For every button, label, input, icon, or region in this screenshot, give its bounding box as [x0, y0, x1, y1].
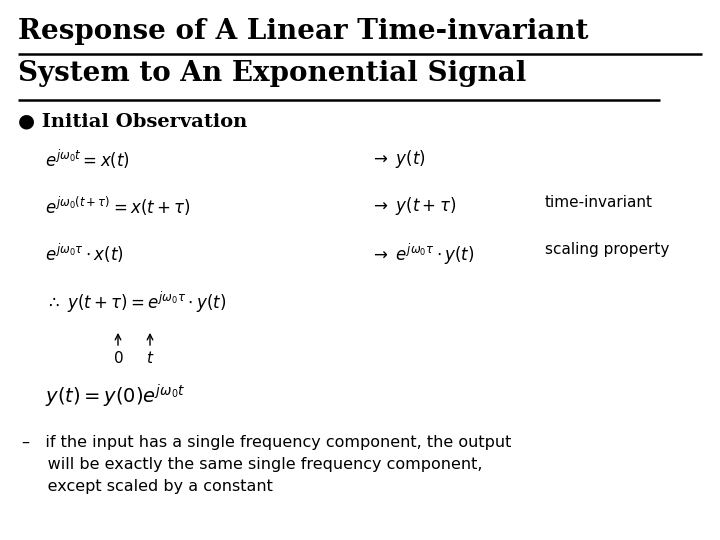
- Text: $e^{j\omega_0\tau} \cdot x(t)$: $e^{j\omega_0\tau} \cdot x(t)$: [45, 242, 124, 265]
- Text: $e^{j\omega_0 t} = x(t)$: $e^{j\omega_0 t} = x(t)$: [45, 148, 130, 171]
- Text: $\rightarrow \ e^{j\omega_0\tau} \cdot y(t)$: $\rightarrow \ e^{j\omega_0\tau} \cdot y…: [370, 242, 474, 267]
- Text: $y(t) = y(0)e^{j\omega_0 t}$: $y(t) = y(0)e^{j\omega_0 t}$: [45, 383, 185, 410]
- Text: System to An Exponential Signal: System to An Exponential Signal: [18, 60, 526, 87]
- Text: $\rightarrow \ y(t+\tau)$: $\rightarrow \ y(t+\tau)$: [370, 195, 456, 217]
- Text: will be exactly the same single frequency component,: will be exactly the same single frequenc…: [22, 457, 482, 472]
- Text: $t$: $t$: [145, 350, 154, 366]
- Text: time-invariant: time-invariant: [545, 195, 653, 210]
- Text: ● Initial Observation: ● Initial Observation: [18, 112, 247, 130]
- Text: Response of A Linear Time-invariant: Response of A Linear Time-invariant: [18, 18, 588, 45]
- Text: $0$: $0$: [113, 350, 123, 366]
- Text: $\rightarrow \ y(t)$: $\rightarrow \ y(t)$: [370, 148, 426, 170]
- Text: scaling property: scaling property: [545, 242, 670, 257]
- Text: –   if the input has a single frequency component, the output: – if the input has a single frequency co…: [22, 435, 511, 450]
- Text: $e^{j\omega_0(t+\tau)} = x(t+\tau)$: $e^{j\omega_0(t+\tau)} = x(t+\tau)$: [45, 195, 191, 218]
- Text: except scaled by a constant: except scaled by a constant: [22, 479, 273, 494]
- Text: $\therefore \ y(t+\tau) = e^{j\omega_0\tau} \cdot y(t)$: $\therefore \ y(t+\tau) = e^{j\omega_0\t…: [45, 290, 226, 315]
